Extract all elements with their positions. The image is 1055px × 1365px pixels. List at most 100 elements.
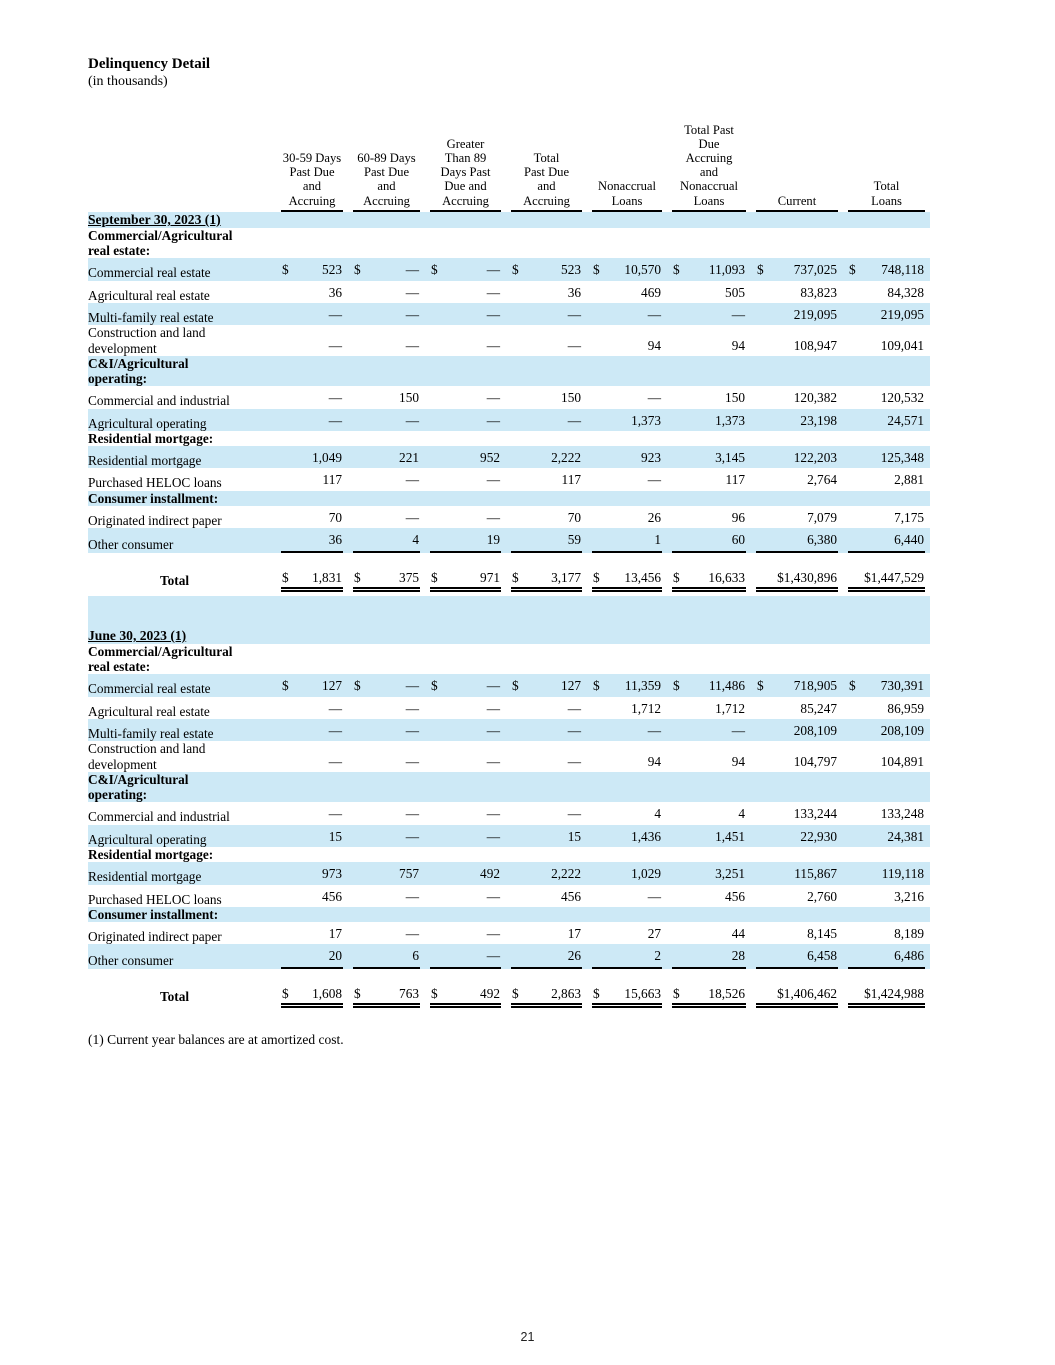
value-box: 20	[281, 944, 343, 969]
dollar-sign: $	[849, 678, 856, 694]
cell-value: 15,663	[624, 985, 661, 1001]
value-cell: $127	[506, 674, 587, 696]
cell-value: 221	[399, 450, 419, 466]
dollar-sign: $	[512, 678, 519, 694]
value-box: —	[430, 802, 501, 824]
value-box: —	[430, 944, 501, 969]
value-cell: —	[587, 386, 667, 408]
cell-value: —	[567, 753, 581, 769]
cell-value: 36	[567, 284, 581, 300]
value-cell: 456	[667, 885, 751, 907]
table-row: Multi-family real estate — — — — — — 219,095 219…	[88, 302, 930, 326]
value-cell: 2,760	[751, 885, 843, 907]
cell-value: 150	[561, 390, 581, 406]
cell-value: 8,145	[807, 926, 837, 942]
cell-value: 127	[561, 678, 581, 694]
value-cell: $737,025	[751, 258, 843, 280]
value-cell: $748,118	[843, 258, 930, 280]
value-cell: —	[425, 885, 506, 907]
value-cell: —	[425, 325, 506, 356]
column-header: 30-59 Days Past Due and Accruing	[276, 123, 348, 212]
value-cell: 84,328	[843, 281, 930, 303]
value-box: —	[353, 409, 420, 431]
value-cell: $10,570	[587, 258, 667, 280]
value-box: 36	[511, 281, 582, 303]
value-box: 60	[672, 528, 746, 553]
cell-value: 4	[654, 806, 661, 822]
value-cell: —	[425, 802, 506, 824]
cell-value: —	[647, 723, 661, 738]
cell-value: —	[486, 412, 500, 428]
cell-value: 109,041	[880, 337, 924, 353]
value-cell: 22,930	[751, 825, 843, 847]
value-box: $ —	[353, 674, 420, 696]
cell-value: —	[405, 412, 419, 428]
cell-value: 16,633	[708, 569, 745, 585]
dollar-sign: $	[512, 985, 519, 1001]
cell-value: $1,424,988	[864, 985, 924, 1001]
dollar-sign: $	[431, 569, 438, 585]
cell-value: 219,095	[880, 306, 924, 322]
cell-value: 208,109	[793, 723, 837, 738]
value-cell: 125,348	[843, 446, 930, 468]
table-row: Multi-family real estate — — — — — — 208,109 208…	[88, 719, 930, 742]
value-box: 24,381	[848, 825, 925, 847]
cell-value: $1,406,462	[777, 985, 837, 1001]
value-cell: 109,041	[843, 325, 930, 356]
value-cell: $523	[506, 258, 587, 280]
value-box: $ —	[353, 258, 420, 280]
value-box: 125,348	[848, 446, 925, 468]
group-header-row: Commercial/Agricultural real estate:	[88, 227, 930, 259]
cell-value: 104,797	[793, 753, 837, 769]
cell-value: 7,175	[894, 510, 924, 526]
group-header-label: Consumer installment:	[88, 490, 219, 506]
value-box: —	[511, 409, 582, 431]
value-box: 923	[592, 446, 662, 468]
value-box: 28	[672, 944, 746, 969]
value-box: $971	[430, 566, 501, 592]
value-box: $ —	[430, 258, 501, 280]
section-header-cell: September 30, 2023 (1)	[88, 212, 930, 228]
column-header: Total Past Due Accruing and Nonaccrual L…	[667, 123, 751, 212]
cell-value: —	[647, 306, 661, 322]
cell-value: —	[486, 472, 500, 488]
value-cell: 456	[276, 885, 348, 907]
value-cell: —	[425, 303, 506, 325]
value-box: 96	[672, 506, 746, 528]
value-cell: $1,430,896	[751, 553, 843, 596]
value-cell: $763	[348, 969, 425, 1012]
value-box: —	[353, 750, 420, 772]
value-box: $11,486	[672, 674, 746, 696]
group-header-row: C&I/Agricultural operating:	[88, 355, 930, 387]
value-box: 19	[430, 528, 501, 553]
table-row: Agricultural real estate — — — — 1,712 1,712 85…	[88, 696, 930, 719]
group-header-label: Residential mortgage:	[88, 430, 214, 446]
value-box: 23,198	[756, 409, 838, 431]
cell-value: 763	[399, 985, 419, 1001]
value-cell: —	[276, 303, 348, 325]
value-cell: 24,571	[843, 409, 930, 431]
cell-value: —	[405, 888, 419, 904]
value-cell: 59	[506, 528, 587, 553]
value-box: —	[430, 719, 501, 741]
cell-value: 60	[731, 532, 745, 548]
column-header-text: Nonaccrual Loans	[592, 179, 662, 212]
value-box: $1,447,529	[848, 566, 925, 592]
cell-value: 11,359	[624, 678, 661, 694]
row-label: Other consumer	[88, 953, 174, 969]
value-box: —	[430, 885, 501, 907]
value-box: 15	[281, 825, 343, 847]
group-header-cell: Consumer installment:	[88, 491, 930, 506]
cell-value: —	[486, 806, 500, 822]
cell-value: 3,216	[894, 888, 924, 904]
cell-value: 94	[647, 337, 661, 353]
value-box: 36	[281, 528, 343, 553]
cell-value: —	[567, 306, 581, 322]
total-row: Total $1,831 $375 $971 $3,177 $13,456 $16,633 $…	[88, 552, 930, 596]
cell-value: —	[405, 700, 419, 716]
cell-value: 120,532	[880, 390, 924, 406]
value-box: —	[353, 825, 420, 847]
value-box: $718,905	[756, 674, 838, 696]
value-cell: —	[587, 468, 667, 490]
value-box: 120,382	[756, 386, 838, 408]
